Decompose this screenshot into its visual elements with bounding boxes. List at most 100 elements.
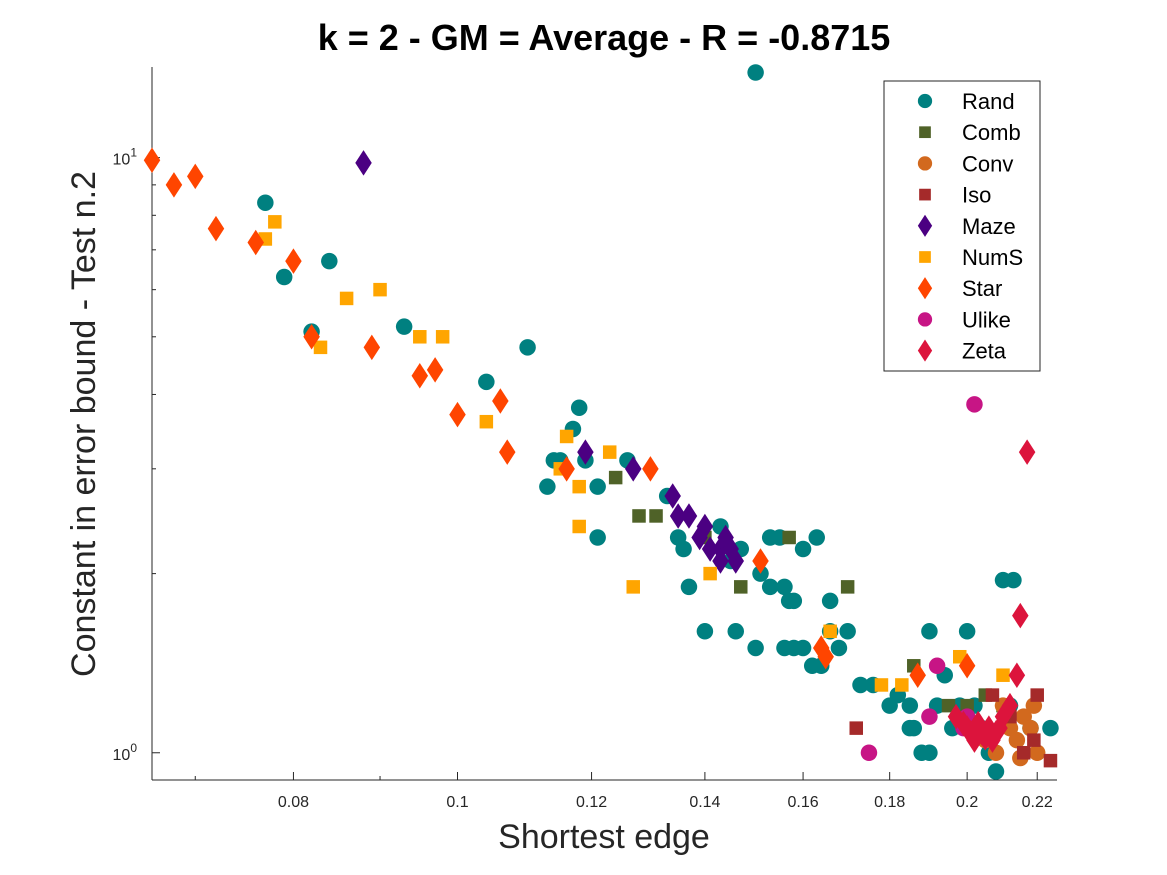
series-zeta <box>947 439 1036 753</box>
series-nums <box>258 215 1010 692</box>
legend-marker-ulike <box>917 312 933 327</box>
point-nums <box>479 414 494 429</box>
point-rand <box>852 676 869 694</box>
legend-label-nums: NumS <box>962 245 1023 270</box>
point-nums <box>703 566 717 581</box>
point-star <box>817 643 834 670</box>
point-rand <box>257 194 274 211</box>
legend-marker-nums <box>919 251 931 263</box>
point-comb <box>960 698 974 713</box>
point-star <box>411 363 429 389</box>
point-star <box>187 163 204 190</box>
point-maze <box>624 456 642 482</box>
legend-marker-zeta <box>917 339 933 362</box>
legend-label-maze: Maze <box>962 214 1016 239</box>
point-comb <box>734 580 748 594</box>
y-axis-label: Constant in error bound - Test n.2 <box>65 171 103 677</box>
legend-marker-rand <box>917 93 933 109</box>
point-star <box>426 357 444 383</box>
y-tick-base: 10 <box>113 747 131 764</box>
point-star <box>958 653 976 679</box>
point-rand <box>794 639 812 657</box>
point-nums <box>313 340 328 355</box>
point-comb <box>649 509 663 523</box>
point-iso <box>1016 746 1031 760</box>
legend-marker-conv <box>917 156 933 171</box>
legend-label-iso: Iso <box>962 183 991 208</box>
point-rand <box>395 318 413 335</box>
point-rand <box>901 697 919 714</box>
point-maze <box>727 548 745 574</box>
point-rand <box>780 592 798 610</box>
point-comb <box>782 530 796 545</box>
point-rand <box>776 578 793 596</box>
x-tick-label: 0.08 <box>278 794 309 811</box>
point-rand <box>680 578 698 596</box>
point-nums <box>373 282 387 297</box>
point-zeta <box>1018 439 1036 465</box>
point-nums <box>602 445 617 459</box>
legend-marker-star <box>917 277 933 300</box>
x-tick-label: 0.22 <box>1022 794 1053 811</box>
point-nums <box>572 519 586 534</box>
point-rand <box>921 623 938 640</box>
point-rand <box>275 268 293 286</box>
point-nums <box>435 330 450 344</box>
point-rand <box>696 623 714 640</box>
point-rand <box>821 592 839 610</box>
point-nums <box>413 330 427 344</box>
point-rand <box>321 252 338 270</box>
legend-marker-iso <box>919 188 931 201</box>
point-star <box>909 662 926 688</box>
point-nums <box>339 291 354 306</box>
x-axis-label: Shortest edge <box>498 818 710 856</box>
point-rand <box>958 623 976 640</box>
point-comb <box>632 509 646 523</box>
point-rand <box>589 529 606 546</box>
data-marks <box>143 64 1059 780</box>
point-comb <box>840 580 855 594</box>
series-maze <box>355 150 745 574</box>
point-maze <box>669 503 687 529</box>
point-rand <box>539 478 556 495</box>
point-rand <box>1042 719 1059 737</box>
point-star <box>285 248 302 274</box>
point-iso <box>1043 753 1058 768</box>
point-nums <box>572 479 586 494</box>
point-conv <box>1028 744 1046 762</box>
chart-title: k = 2 - GM = Average - R = -0.8715 <box>318 17 891 58</box>
point-rand <box>589 478 606 495</box>
point-iso <box>985 688 1000 702</box>
legend-label-rand: Rand <box>962 89 1015 114</box>
point-rand <box>727 623 745 640</box>
point-star <box>492 388 509 414</box>
legend-label-ulike: Ulike <box>962 307 1011 332</box>
point-comb <box>941 698 956 713</box>
point-zeta <box>1012 602 1029 629</box>
point-nums <box>268 215 282 229</box>
legend-label-conv: Conv <box>962 151 1013 176</box>
point-rand <box>794 540 812 558</box>
point-ulike <box>966 396 983 413</box>
point-star <box>207 215 225 242</box>
point-rand <box>1005 571 1022 589</box>
point-rand <box>747 64 764 81</box>
point-maze <box>696 513 714 540</box>
point-maze <box>355 150 372 176</box>
point-star <box>499 439 516 465</box>
point-iso <box>1027 733 1041 747</box>
point-nums <box>874 678 889 692</box>
point-nums <box>559 429 574 444</box>
point-star <box>449 401 466 428</box>
x-tick-label: 0.14 <box>689 794 720 811</box>
point-rand <box>830 639 848 657</box>
point-iso <box>1030 688 1044 702</box>
point-ulike <box>921 708 938 725</box>
point-star <box>558 456 575 482</box>
point-star <box>363 334 381 361</box>
point-rand <box>905 719 923 737</box>
point-rand <box>519 339 536 356</box>
y-tick-base: 10 <box>113 152 131 169</box>
point-rand <box>570 399 588 416</box>
